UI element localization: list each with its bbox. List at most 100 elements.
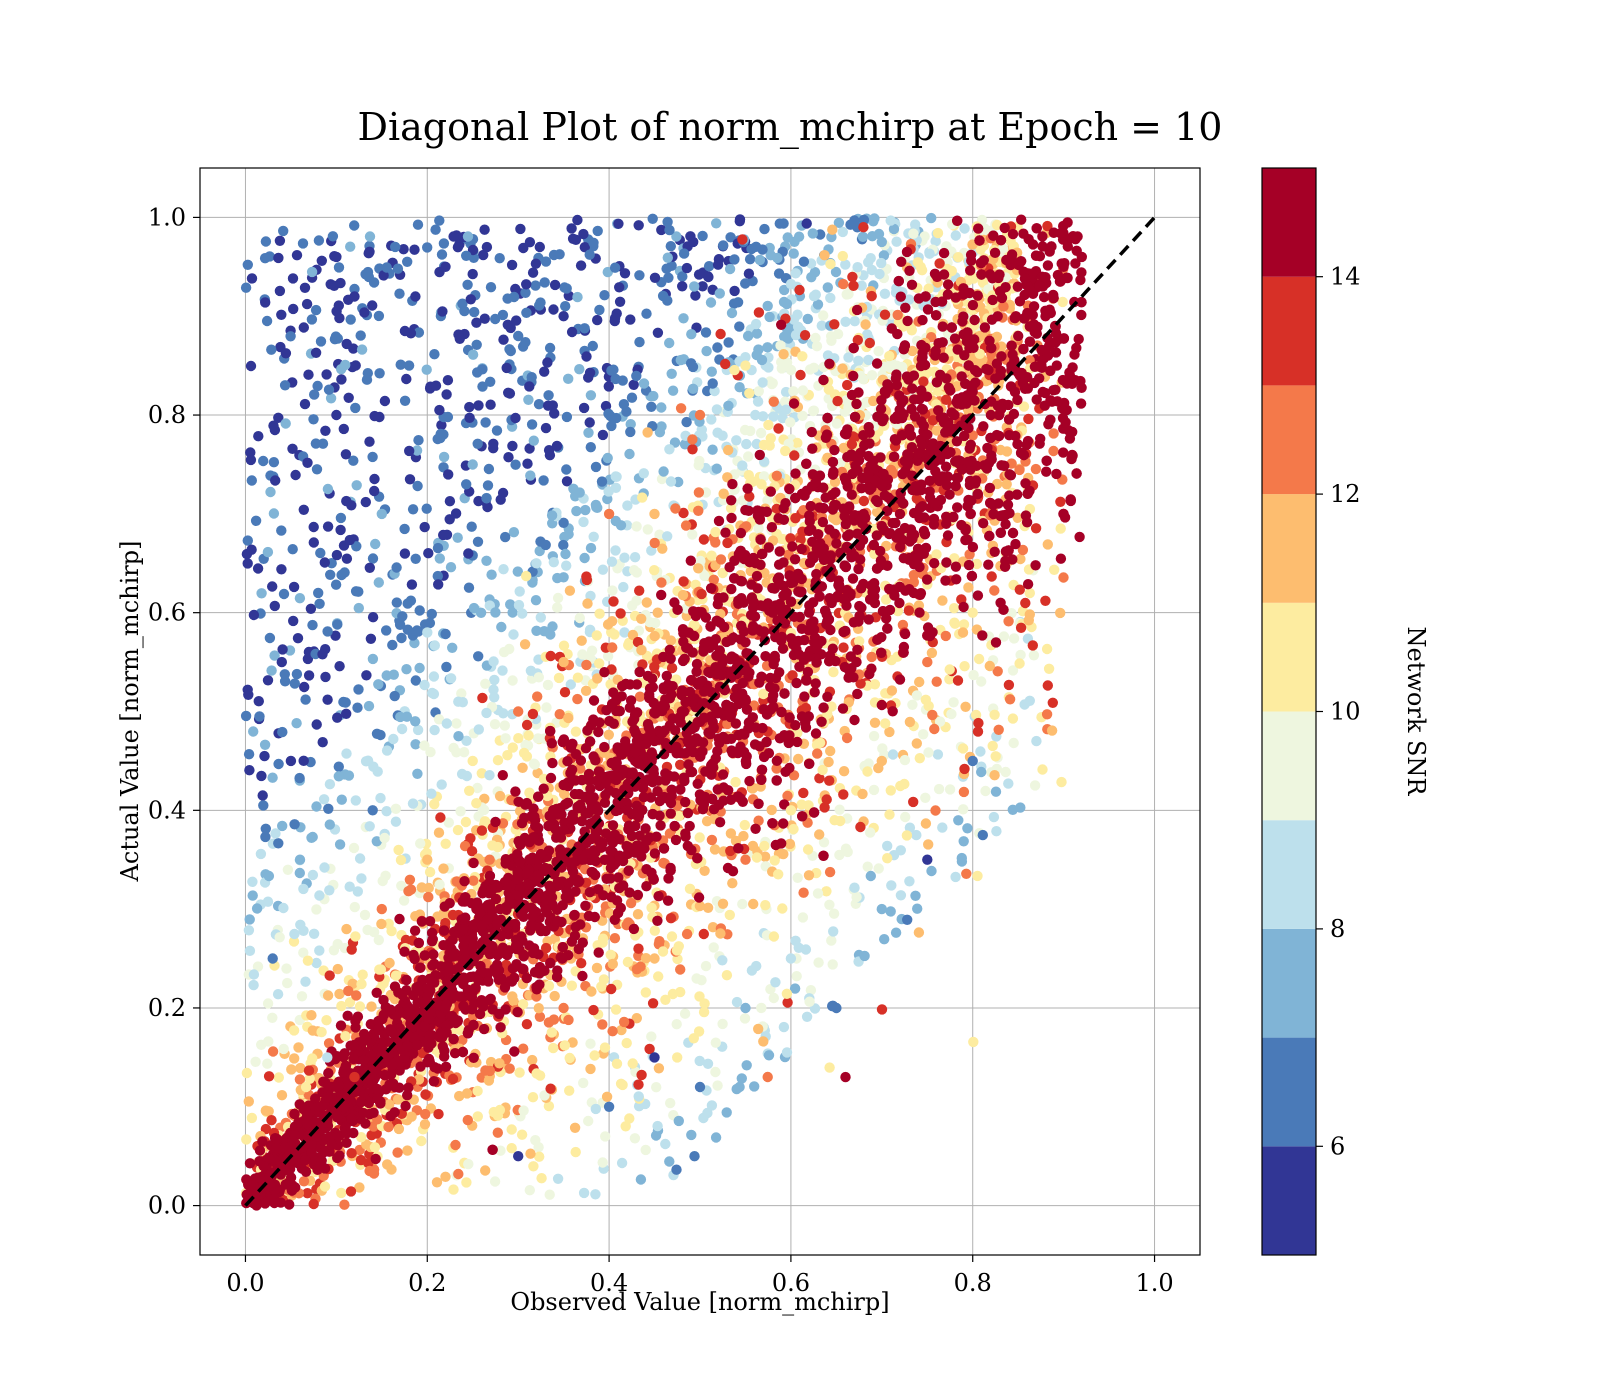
scatter-point (526, 419, 538, 430)
scatter-point (710, 526, 721, 538)
scatter-point (601, 1091, 613, 1103)
scatter-point (800, 944, 812, 955)
scatter-point (461, 735, 472, 746)
scatter-point (458, 747, 470, 758)
scatter-point (341, 923, 352, 935)
scatter-point (551, 440, 563, 452)
scatter-point (828, 908, 840, 919)
scatter-point (959, 223, 970, 234)
scatter-point (812, 299, 824, 310)
scatter-point (677, 281, 688, 292)
scatter-point (298, 1176, 310, 1187)
scatter-point (375, 729, 386, 741)
scatter-point (702, 385, 713, 397)
scatter-point (585, 1038, 596, 1049)
scatter-point (847, 271, 858, 283)
scatter-point (567, 233, 579, 244)
scatter-point (444, 496, 456, 507)
scatter-point (687, 529, 698, 540)
scatter-point (611, 1058, 623, 1070)
scatter-point (355, 330, 366, 341)
scatter-point (667, 385, 679, 396)
scatter-point (331, 549, 343, 561)
scatter-point (419, 740, 430, 751)
scatter-point (495, 494, 506, 505)
scatter-point (549, 408, 560, 419)
scatter-point (609, 933, 621, 944)
scatter-point (452, 242, 464, 253)
scatter-point (566, 980, 578, 991)
scatter-point (584, 249, 595, 260)
scatter-point (533, 1003, 544, 1014)
scatter-point (1047, 697, 1059, 708)
scatter-point (940, 630, 951, 642)
scatter-point (706, 366, 717, 377)
scatter-point (647, 213, 658, 224)
scatter-point (572, 672, 584, 683)
scatter-point (561, 560, 572, 571)
scatter-point (406, 579, 418, 590)
scatter-point (540, 422, 552, 434)
scatter-point (308, 537, 319, 548)
scatter-point (652, 327, 664, 338)
scatter-point (434, 404, 445, 416)
scatter-point (471, 339, 482, 350)
scatter-point (698, 928, 709, 940)
scatter-point (253, 431, 264, 442)
scatter-point (332, 619, 343, 630)
scatter-point (316, 1026, 327, 1038)
scatter-point (778, 349, 789, 360)
scatter-point (693, 563, 704, 574)
scatter-point (579, 552, 590, 564)
scatter-point (885, 906, 896, 917)
scatter-point (750, 318, 762, 330)
scatter-point (1048, 428, 1059, 439)
scatter-point (488, 1106, 499, 1118)
scatter-point (814, 737, 826, 748)
scatter-point (825, 258, 836, 270)
scatter-point (664, 224, 675, 236)
scatter-point (627, 1058, 638, 1069)
scatter-point (409, 244, 420, 255)
scatter-point (356, 978, 367, 990)
scatter-point (348, 455, 359, 466)
scatter-point (594, 658, 605, 669)
scatter-point (440, 838, 451, 849)
scatter-point (438, 238, 450, 249)
scatter-point (517, 608, 528, 619)
scatter-point (528, 758, 540, 769)
scatter-point (500, 531, 511, 543)
scatter-point (288, 1025, 300, 1036)
scatter-point (717, 955, 728, 966)
scatter-point (688, 1033, 699, 1044)
scatter-point (344, 997, 356, 1008)
scatter-point (561, 476, 573, 487)
scatter-point (373, 934, 384, 946)
scatter-point (862, 861, 873, 872)
scatter-point (424, 866, 436, 878)
scatter-point (689, 1151, 700, 1162)
scatter-point (291, 668, 303, 680)
scatter-point (450, 1139, 461, 1151)
scatter-point (808, 405, 820, 416)
scatter-point (345, 314, 356, 325)
scatter-point (941, 394, 952, 405)
scatter-point (754, 449, 765, 461)
scatter-point (603, 408, 614, 419)
scatter-point (256, 770, 267, 782)
scatter-point (288, 615, 299, 627)
scatter-point (737, 234, 748, 245)
scatter-point (678, 248, 690, 259)
scatter-point (712, 1080, 723, 1091)
scatter-point (298, 925, 309, 936)
scatter-point (693, 269, 705, 280)
scatter-point (243, 689, 254, 700)
scatter-point (650, 1130, 662, 1141)
scatter-point (828, 926, 839, 937)
scatter-point (619, 268, 631, 279)
scatter-point (583, 1115, 594, 1127)
scatter-point (440, 628, 451, 640)
scatter-point (553, 672, 565, 684)
scatter-point (801, 218, 812, 229)
scatter-point (926, 647, 938, 659)
